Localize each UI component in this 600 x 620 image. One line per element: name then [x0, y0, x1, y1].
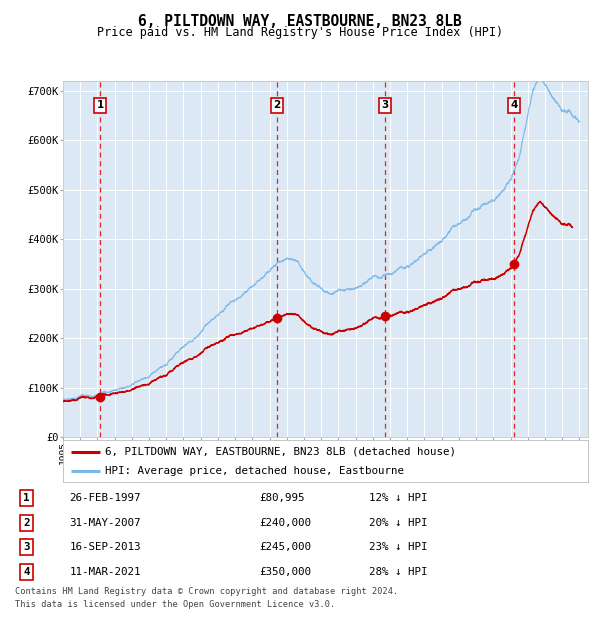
Text: 16-SEP-2013: 16-SEP-2013 — [70, 542, 141, 552]
Text: £80,995: £80,995 — [260, 493, 305, 503]
Text: Price paid vs. HM Land Registry's House Price Index (HPI): Price paid vs. HM Land Registry's House … — [97, 26, 503, 39]
Text: 6, PILTDOWN WAY, EASTBOURNE, BN23 8LB (detached house): 6, PILTDOWN WAY, EASTBOURNE, BN23 8LB (d… — [105, 446, 456, 456]
Text: 6, PILTDOWN WAY, EASTBOURNE, BN23 8LB: 6, PILTDOWN WAY, EASTBOURNE, BN23 8LB — [138, 14, 462, 29]
Text: 2: 2 — [23, 518, 29, 528]
Text: 3: 3 — [23, 542, 29, 552]
Text: HPI: Average price, detached house, Eastbourne: HPI: Average price, detached house, East… — [105, 466, 404, 476]
Text: 23% ↓ HPI: 23% ↓ HPI — [369, 542, 428, 552]
Text: Contains HM Land Registry data © Crown copyright and database right 2024.: Contains HM Land Registry data © Crown c… — [15, 587, 398, 596]
Text: 31-MAY-2007: 31-MAY-2007 — [70, 518, 141, 528]
Text: £245,000: £245,000 — [260, 542, 311, 552]
Text: 28% ↓ HPI: 28% ↓ HPI — [369, 567, 428, 577]
Text: 2: 2 — [273, 100, 280, 110]
Text: £350,000: £350,000 — [260, 567, 311, 577]
Text: 26-FEB-1997: 26-FEB-1997 — [70, 493, 141, 503]
Text: 4: 4 — [23, 567, 29, 577]
Text: 1: 1 — [97, 100, 104, 110]
Text: 12% ↓ HPI: 12% ↓ HPI — [369, 493, 428, 503]
Text: 1: 1 — [23, 493, 29, 503]
Text: 4: 4 — [510, 100, 517, 110]
Text: This data is licensed under the Open Government Licence v3.0.: This data is licensed under the Open Gov… — [15, 600, 335, 609]
Text: 3: 3 — [382, 100, 389, 110]
Text: 20% ↓ HPI: 20% ↓ HPI — [369, 518, 428, 528]
Text: 11-MAR-2021: 11-MAR-2021 — [70, 567, 141, 577]
Text: £240,000: £240,000 — [260, 518, 311, 528]
